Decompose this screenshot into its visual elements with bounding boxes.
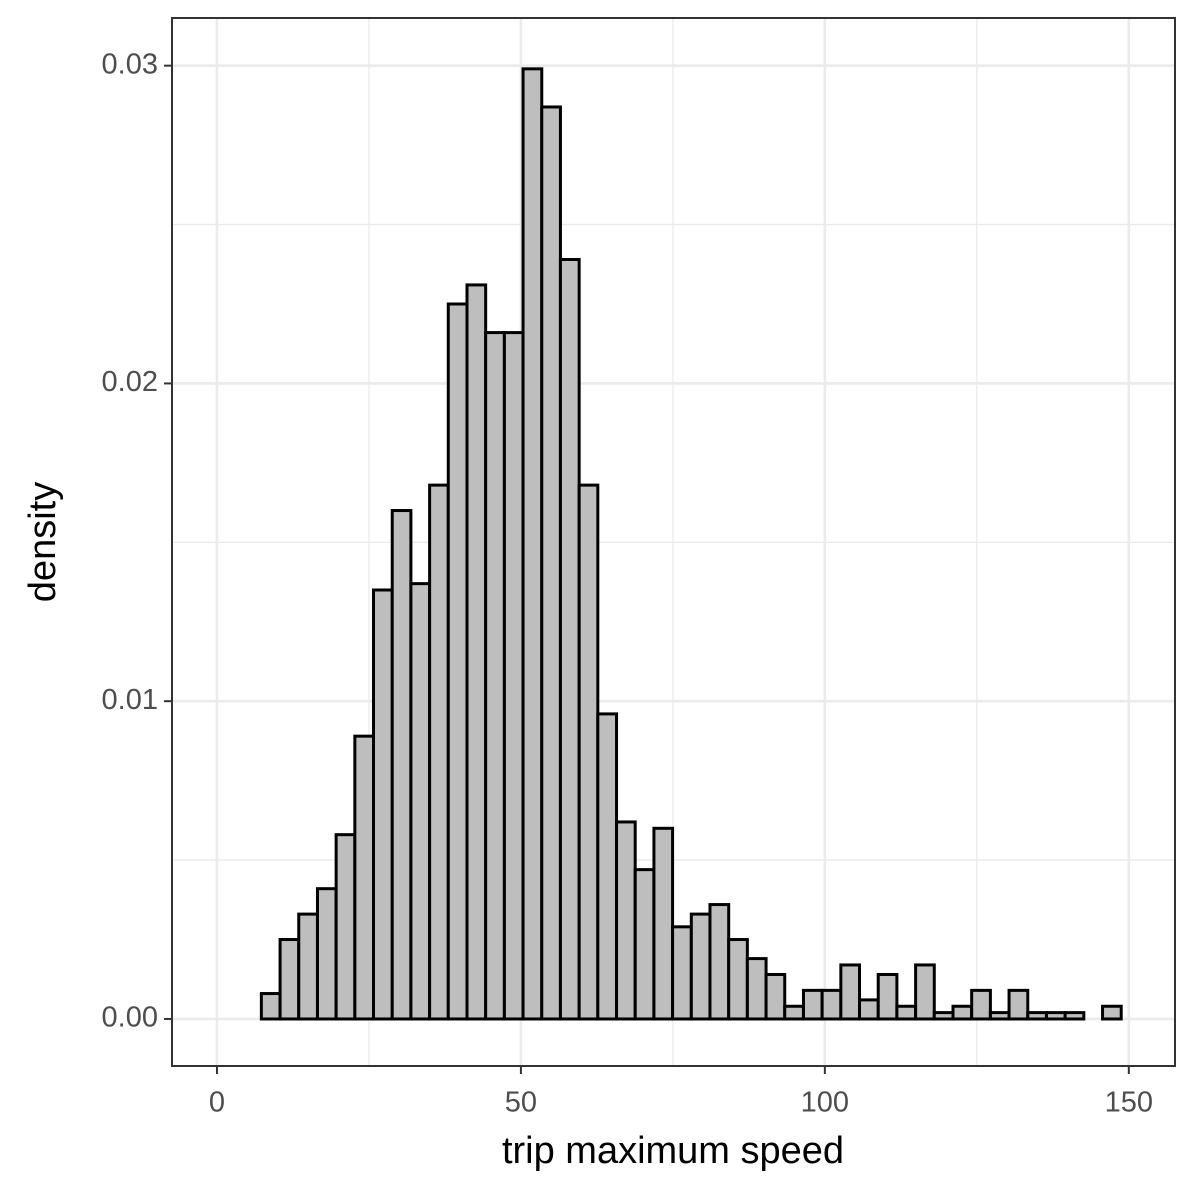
y-axis-title: density xyxy=(22,482,64,602)
bar xyxy=(820,988,843,1021)
x-tick-label: 50 xyxy=(505,1087,537,1119)
bar xyxy=(278,938,301,1021)
bar xyxy=(633,868,656,1021)
bar xyxy=(353,734,376,1021)
bar xyxy=(577,483,600,1021)
bar xyxy=(839,963,862,1021)
bar xyxy=(446,302,469,1021)
bar xyxy=(521,67,544,1021)
bar xyxy=(671,925,693,1021)
bar xyxy=(932,1011,955,1021)
bar xyxy=(895,1004,918,1021)
x-tick-label: 150 xyxy=(1105,1087,1153,1119)
bar xyxy=(484,331,506,1021)
bar xyxy=(465,283,488,1021)
bar xyxy=(876,972,899,1021)
bar xyxy=(259,992,282,1021)
bar xyxy=(783,1004,805,1021)
y-tick-label: 0.00 xyxy=(102,1002,158,1034)
bar xyxy=(764,972,787,1021)
bar xyxy=(801,988,824,1021)
bar xyxy=(951,1004,974,1021)
panel-border xyxy=(171,17,1176,1067)
bar xyxy=(540,105,562,1021)
y-tick-label: 0.03 xyxy=(102,48,158,80)
bar xyxy=(615,820,637,1021)
bar xyxy=(988,1011,1011,1021)
bar xyxy=(390,509,413,1021)
bar xyxy=(297,912,319,1021)
bar xyxy=(372,588,394,1021)
bar xyxy=(727,938,749,1021)
bar xyxy=(745,957,768,1021)
bar xyxy=(1101,1004,1123,1021)
bar xyxy=(652,826,675,1021)
bar xyxy=(708,903,731,1021)
bar xyxy=(858,998,880,1021)
bar xyxy=(315,887,338,1021)
bar xyxy=(1044,1011,1067,1021)
x-axis-title: trip maximum speed xyxy=(502,1130,844,1172)
bar xyxy=(596,712,619,1021)
bar xyxy=(502,331,525,1021)
bar xyxy=(334,833,357,1021)
bar xyxy=(689,912,712,1021)
bar xyxy=(409,582,432,1021)
bar xyxy=(428,483,450,1021)
x-tick-label: 0 xyxy=(209,1087,225,1119)
bar xyxy=(1063,1011,1086,1021)
y-tick-label: 0.02 xyxy=(102,366,158,398)
y-tick-label: 0.01 xyxy=(102,684,158,716)
bar xyxy=(970,988,992,1021)
bar xyxy=(1007,988,1030,1021)
bar xyxy=(914,963,936,1021)
x-tick-label: 100 xyxy=(801,1087,849,1119)
bar xyxy=(1026,1011,1048,1021)
bar xyxy=(558,258,581,1021)
